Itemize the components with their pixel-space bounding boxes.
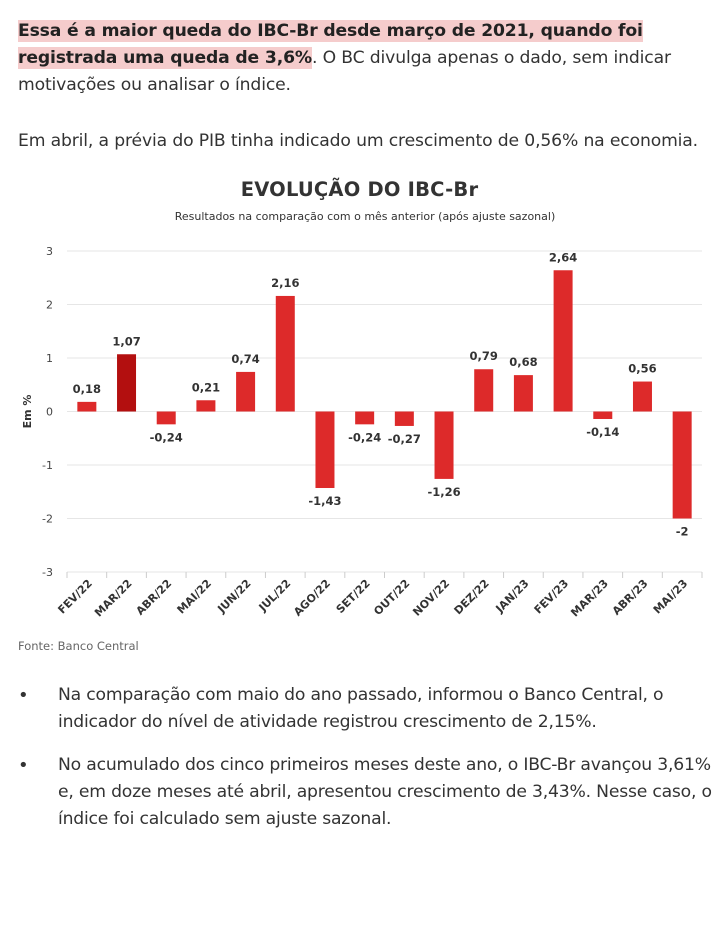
category-label: JUN/22	[214, 577, 253, 616]
category-label: FEV/22	[55, 577, 95, 617]
data-label: -2	[676, 525, 689, 539]
bar	[394, 411, 414, 426]
chart-title: EVOLUÇÃO DO IBC-Br	[240, 178, 479, 201]
bar	[315, 411, 335, 489]
data-label: 0,21	[192, 380, 220, 394]
category-label: MAR/22	[92, 577, 135, 620]
bullet-item: • No acumulado dos cinco primeiros meses…	[18, 752, 713, 837]
source-note: Fonte: Banco Central	[18, 639, 139, 653]
y-tick-label: -1	[42, 459, 53, 472]
category-label: JAN/23	[493, 577, 532, 616]
y-tick-label: -3	[42, 566, 53, 579]
bar	[434, 411, 454, 479]
bar	[196, 400, 216, 412]
bar	[117, 354, 137, 412]
bar	[77, 401, 97, 412]
data-label: 0,74	[231, 352, 259, 366]
chart-subtitle: Resultados na comparação com o mês anter…	[174, 210, 556, 223]
category-label: AGO/22	[291, 577, 333, 619]
data-label: -1,26	[427, 485, 460, 499]
bar	[553, 270, 573, 412]
bullet-item: • Na comparação com maio do ano passado,…	[18, 682, 713, 742]
data-label: 2,16	[271, 276, 299, 290]
y-tick-label: 0	[46, 406, 53, 419]
data-label: -1,43	[308, 494, 341, 508]
category-label: ABR/22	[134, 577, 175, 618]
category-label: JUL/22	[256, 577, 294, 615]
y-axis-label: Em %	[21, 395, 34, 429]
category-label: ABR/23	[610, 577, 651, 618]
category-label: DEZ/22	[452, 577, 492, 617]
paragraph-text: . O BC divulga apenas o dado, sem indica…	[18, 48, 671, 95]
bullet-text: No acumulado dos cinco primeiros meses d…	[58, 755, 712, 829]
category-label: MAI/23	[651, 577, 691, 617]
data-label: -0,14	[586, 425, 619, 439]
bar	[275, 295, 295, 412]
data-label: 2,64	[549, 250, 577, 264]
bullet-marker: •	[18, 755, 29, 776]
data-label: -0,24	[150, 430, 183, 444]
category-label: MAR/23	[568, 577, 611, 620]
data-label: 0,68	[509, 355, 537, 369]
bar	[632, 381, 652, 412]
data-label: 0,56	[628, 362, 656, 376]
category-label: FEV/23	[532, 577, 572, 617]
bar	[513, 375, 533, 412]
data-label: 0,18	[73, 382, 101, 396]
data-label: -0,27	[388, 432, 421, 446]
category-label: NOV/22	[410, 577, 452, 619]
data-label: 0,79	[470, 349, 498, 363]
y-tick-label: 1	[46, 352, 53, 365]
y-tick-label: 2	[46, 299, 53, 312]
category-label: OUT/22	[371, 577, 412, 618]
category-label: SET/22	[334, 577, 373, 616]
bar	[593, 411, 613, 419]
data-label: 1,07	[112, 334, 140, 348]
bar	[672, 411, 692, 519]
category-label: MAI/22	[175, 577, 215, 617]
y-tick-label: -2	[42, 513, 53, 526]
data-label: -0,24	[348, 430, 381, 444]
bullet-marker: •	[18, 685, 29, 706]
bar	[156, 411, 176, 425]
intro-paragraph: Essa é a maior queda do IBC-Br desde mar…	[18, 18, 708, 99]
y-tick-label: 3	[46, 245, 53, 258]
bar	[355, 411, 375, 425]
second-paragraph: Em abril, a prévia do PIB tinha indicado…	[18, 131, 698, 151]
bar	[474, 369, 494, 412]
bar	[236, 371, 256, 412]
chart-plot: 3 2 1 0 -1 -2 -3 Em % 0,18 FEV/22 1,07 MAR/22 -0,24 A…	[21, 245, 703, 620]
bullet-text: Na comparação com maio do ano passado, i…	[58, 685, 664, 732]
